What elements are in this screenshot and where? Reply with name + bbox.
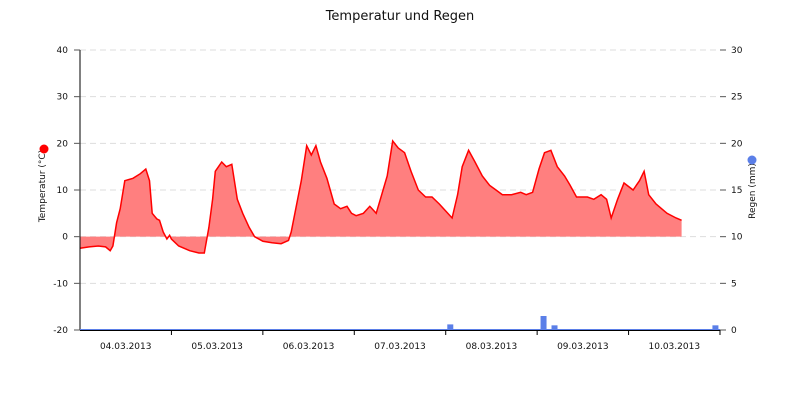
x-tick-label: 08.03.2013	[466, 342, 518, 352]
right-tick-label: 25	[731, 93, 742, 103]
chart-title: Temperatur und Regen	[325, 9, 475, 24]
left-tick-label: 10	[57, 186, 69, 196]
rain-bar	[551, 325, 558, 330]
rain-bar-series	[447, 316, 719, 330]
temperature-area-fill	[80, 141, 682, 253]
left-tick-label: 30	[57, 93, 69, 103]
right-y-axis-ticks: 30 25 20 15 10 5 0	[720, 46, 743, 336]
right-tick-label: 5	[731, 279, 737, 289]
left-y-axis-ticks: 40 30 20 10 0 -10 -20	[53, 46, 80, 336]
right-axis-title: Regen (mm)	[748, 163, 758, 219]
axis-titles: Temperatur (°C) Regen (mm)	[38, 144, 758, 223]
temperature-legend-dot-icon	[39, 144, 49, 154]
x-axis-ticks: 04.03.2013 05.03.2013 06.03.2013 07.03.2013…	[100, 330, 721, 352]
left-tick-label: 0	[62, 233, 68, 243]
x-tick-label: 06.03.2013	[283, 342, 335, 352]
x-tick-label: 05.03.2013	[191, 342, 243, 352]
x-tick-label: 07.03.2013	[374, 342, 426, 352]
x-tick-label: 04.03.2013	[100, 342, 152, 352]
rain-bar	[447, 324, 454, 330]
temperature-area-series	[79, 139, 682, 254]
right-tick-label: 15	[731, 186, 742, 196]
right-tick-label: 30	[731, 46, 743, 56]
rain-bar	[712, 325, 719, 330]
temperature-line	[79, 139, 682, 254]
left-tick-label: 20	[57, 139, 69, 149]
left-axis-title: Temperatur (°C)	[38, 150, 48, 223]
left-tick-label: 40	[57, 46, 69, 56]
left-tick-label: -20	[53, 326, 68, 336]
rain-bar	[540, 316, 547, 330]
right-tick-label: 10	[731, 233, 743, 243]
right-tick-label: 0	[731, 326, 737, 336]
rain-legend-dot-icon	[747, 155, 757, 165]
x-tick-label: 09.03.2013	[557, 342, 609, 352]
right-tick-label: 20	[731, 139, 743, 149]
x-tick-label: 10.03.2013	[649, 342, 701, 352]
left-tick-label: -10	[53, 279, 68, 289]
